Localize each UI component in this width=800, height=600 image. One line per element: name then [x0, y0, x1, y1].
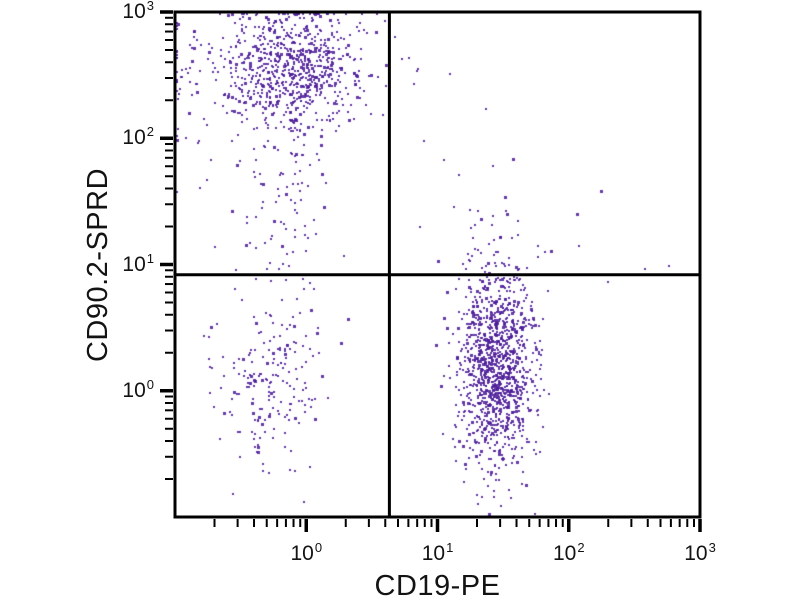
plot-frame: [173, 10, 702, 519]
x-tick-label: 103: [684, 540, 716, 565]
y-tick-label: 101: [122, 250, 154, 276]
y-tick-label: 103: [122, 0, 154, 23]
y-tick-label: 102: [122, 124, 154, 150]
x-tick-label: 100: [290, 540, 323, 565]
x-tick-label: 101: [421, 540, 454, 565]
y-tick-label: 100: [122, 376, 154, 402]
y-axis-label: CD90.2-SPRD: [82, 167, 114, 363]
x-axis-label: CD19-PE: [374, 570, 501, 600]
x-tick-label: 102: [552, 540, 585, 565]
